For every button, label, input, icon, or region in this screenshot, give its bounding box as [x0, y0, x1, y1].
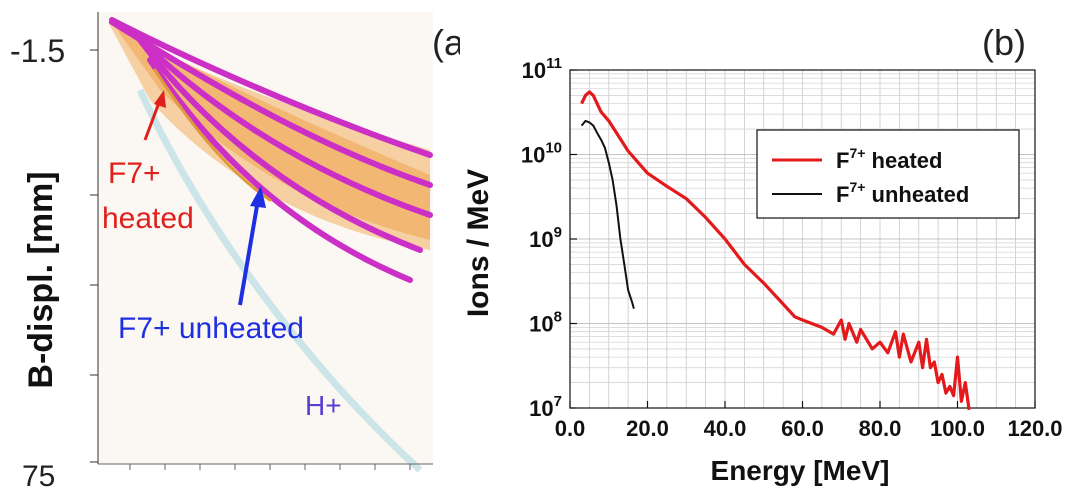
panel-a-svg: (a) -1.5 75 B-displ. [mm] F7+ heated F7+… — [10, 12, 476, 493]
unheated-label: F7+ unheated — [118, 312, 304, 345]
panel-b-label: (b) — [982, 22, 1026, 63]
y-tick-label: 107 — [529, 393, 562, 421]
chart-ticks: 0.0 20.0 40.0 60.0 80.0 100.0 120.0 1011 1010 109… — [521, 55, 1063, 441]
chart-series-layer — [580, 90, 971, 411]
proton-label: H+ — [305, 390, 342, 421]
track-line — [137, 37, 423, 253]
heated-label-line1: F7+ — [108, 157, 161, 190]
x-tick-label: 0.0 — [555, 416, 586, 441]
panel-a-y-ticks — [90, 12, 99, 464]
series-line-heated — [580, 90, 971, 411]
track-line — [147, 57, 413, 283]
panel-a-label: (a) — [432, 22, 460, 63]
proton-track — [136, 88, 423, 473]
track-line — [109, 17, 433, 158]
x-tick-label: 40.0 — [704, 416, 747, 441]
panel-a-track-image: (a) -1.5 75 B-displ. [mm] F7+ heated F7+… — [0, 0, 476, 493]
panel-a-tick-bottom: 75 — [22, 460, 55, 491]
track-lines — [109, 17, 433, 283]
x-tick-label: 60.0 — [781, 416, 824, 441]
series-line-unheated — [580, 119, 635, 309]
x-tick-label: 120.0 — [1007, 416, 1062, 441]
legend-label: F7+ unheated — [836, 179, 969, 207]
chart-legend: F7+ heated F7+ unheated — [756, 129, 1020, 219]
x-tick-label: 100.0 — [930, 416, 985, 441]
y-tick-label: 1011 — [522, 55, 562, 83]
panel-a-x-ticks — [98, 463, 433, 470]
x-axis-label: Energy [MeV] — [711, 455, 890, 486]
spectrum-chart-svg: 0.0 20.0 40.0 60.0 80.0 100.0 120.0 1011 1010 109… — [460, 0, 1073, 491]
heated-label-line2: heated — [102, 202, 194, 235]
panel-a-y-axis-label: B-displ. [mm] — [22, 171, 60, 388]
x-tick-label: 80.0 — [859, 416, 902, 441]
legend-label: F7+ heated — [836, 145, 942, 173]
y-tick-label: 109 — [529, 224, 562, 252]
legend-box — [756, 129, 1020, 219]
y-axis-label: Ions / MeV — [462, 169, 495, 317]
track-line — [127, 27, 433, 218]
panel-a-tick-top: -1.5 — [10, 33, 65, 69]
y-tick-label: 108 — [529, 309, 562, 337]
unheated-arrow — [238, 186, 266, 306]
heated-arrow — [143, 90, 166, 141]
x-tick-label: 20.0 — [626, 416, 669, 441]
panel-b-spectrum-chart: 0.0 20.0 40.0 60.0 80.0 100.0 120.0 1011 1010 109… — [460, 0, 1073, 491]
y-tick-label: 1010 — [521, 140, 562, 168]
